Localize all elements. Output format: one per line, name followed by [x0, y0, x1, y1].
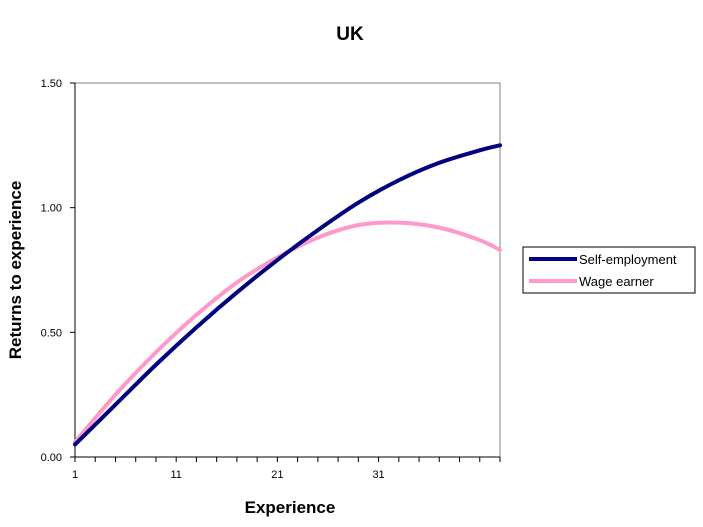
- series-line-self-employment: [73, 143, 502, 447]
- y-tick-label: 0.00: [41, 452, 62, 464]
- y-tick-label: 1.50: [41, 78, 62, 90]
- x-axis-title: Experience: [245, 498, 336, 517]
- x-tick-label: 21: [271, 469, 283, 481]
- x-tick-label: 31: [372, 469, 384, 481]
- y-tick-label: 0.50: [41, 327, 62, 339]
- y-tick-label: 1.00: [41, 203, 62, 215]
- legend-label-wage-earner: Wage earner: [579, 274, 654, 289]
- y-axis: 0.00 0.50 1.00 1.50: [41, 78, 76, 464]
- y-axis-title: Returns to experience: [6, 181, 25, 360]
- x-axis: 1 11 21 31: [72, 456, 501, 481]
- x-tick-label: 11: [170, 469, 181, 481]
- legend-box: [522, 246, 696, 294]
- chart-title: UK: [336, 24, 364, 45]
- legend: Self-employment Wage earner: [522, 246, 696, 294]
- legend-label-self-employment: Self-employment: [579, 252, 677, 267]
- plot-area: [74, 82, 501, 458]
- series-layer: [73, 143, 502, 447]
- x-tick-label: 1: [72, 469, 78, 481]
